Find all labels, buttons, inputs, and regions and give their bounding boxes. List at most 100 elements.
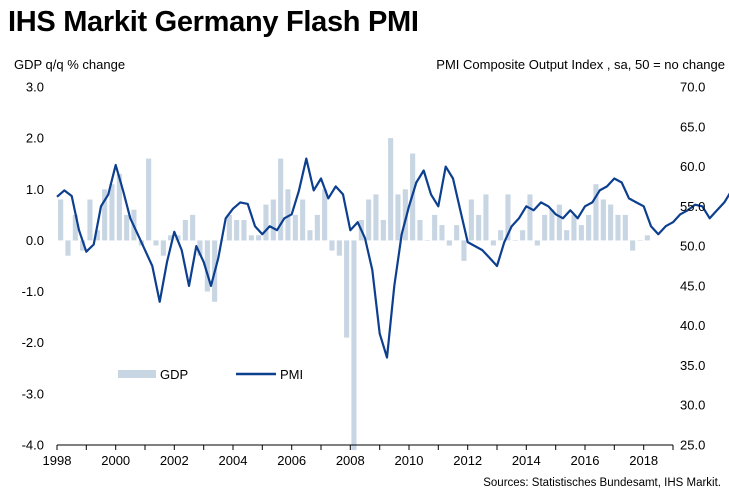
legend: GDP PMI	[118, 367, 303, 382]
pmi-line	[56, 157, 729, 359]
gdp-bar	[307, 230, 313, 241]
gdp-bar	[644, 235, 650, 241]
chart-title: IHS Markit Germany Flash PMI	[8, 6, 419, 38]
left-tick-label: -4.0	[22, 438, 44, 453]
gdp-bar	[256, 235, 262, 241]
right-tick-label: 40.0	[680, 318, 705, 333]
gdp-bar	[564, 230, 570, 241]
gdp-bar	[527, 194, 533, 241]
gdp-bar	[432, 214, 438, 241]
x-tick-label: 2010	[395, 453, 424, 468]
gdp-bar	[424, 240, 430, 241]
gdp-bar	[87, 199, 93, 241]
left-tick-label: -2.0	[22, 335, 44, 350]
right-tick-label: 30.0	[680, 398, 705, 413]
left-tick-label: 1.0	[26, 182, 44, 197]
gdp-bar	[490, 240, 496, 246]
gdp-bar	[314, 214, 320, 241]
gdp-bar	[512, 240, 518, 241]
gdp-bar	[439, 225, 445, 241]
gdp-bar	[630, 240, 636, 251]
left-axis-label: GDP q/q % change	[14, 57, 126, 72]
gdp-bar	[241, 220, 247, 241]
x-tick-label: 2008	[336, 453, 365, 468]
gdp-bar	[263, 204, 269, 241]
x-tick-label: 2014	[512, 453, 541, 468]
x-tick-label: 2016	[571, 453, 600, 468]
gdp-bar	[109, 184, 115, 241]
gdp-bar	[124, 214, 130, 241]
gdp-bar	[586, 214, 592, 241]
legend-gdp-swatch	[118, 370, 156, 378]
gdp-bar	[571, 214, 577, 241]
gdp-bar	[468, 199, 474, 241]
right-axis-label: PMI Composite Output Index , sa, 50 = no…	[436, 57, 725, 72]
gdp-bar	[593, 184, 599, 241]
gdp-bar	[534, 240, 540, 246]
gdp-bar	[578, 225, 584, 241]
right-tick-label: 50.0	[680, 239, 705, 254]
gdp-bar	[329, 240, 335, 251]
gdp-bar	[336, 240, 342, 256]
gdp-bar	[483, 194, 489, 241]
gdp-bar	[520, 230, 526, 241]
right-tick-label: 65.0	[680, 119, 705, 134]
right-tick-label: 35.0	[680, 358, 705, 373]
gdp-bar	[182, 220, 188, 241]
gdp-bar	[153, 240, 159, 246]
right-tick-label: 60.0	[680, 159, 705, 174]
gdp-bar	[395, 194, 401, 241]
gdp-bar	[146, 158, 152, 241]
gdp-bar	[461, 240, 467, 261]
gdp-bar	[322, 189, 328, 241]
gdp-bar	[388, 138, 394, 241]
gdp-bar	[175, 235, 181, 241]
x-tick-label: 2018	[629, 453, 658, 468]
gdp-bar	[615, 214, 621, 241]
pmi-series-line	[56, 157, 729, 359]
x-tick-label: 1998	[43, 453, 72, 468]
left-tick-label: -1.0	[22, 284, 44, 299]
gdp-bar	[446, 240, 452, 246]
gdp-bar	[190, 214, 196, 241]
gdp-bars	[58, 138, 650, 451]
gdp-bar	[505, 194, 511, 241]
gdp-bar	[278, 158, 284, 241]
gdp-bar	[197, 240, 203, 256]
gdp-bar	[72, 214, 78, 241]
gdp-bar	[160, 240, 166, 256]
gdp-bar	[270, 199, 276, 241]
left-tick-label: 3.0	[26, 80, 44, 95]
gdp-bar	[476, 214, 482, 241]
gdp-bar	[402, 189, 408, 241]
gdp-bar	[373, 194, 379, 241]
left-tick-label: 2.0	[26, 131, 44, 146]
axes: 3.0 2.0 1.0 0.0 -1.0 -2.0 -3.0 -4.0 70.0 65.0 60.0…	[22, 80, 706, 469]
x-tick-label: 2012	[453, 453, 482, 468]
source-note: Sources: Statistisches Bundesamt, IHS Ma…	[483, 477, 721, 489]
gdp-bar	[248, 235, 254, 241]
gdp-bar	[549, 209, 555, 241]
right-tick-label: 55.0	[680, 199, 705, 214]
right-tick-label: 70.0	[680, 80, 705, 95]
left-tick-label: -3.0	[22, 386, 44, 401]
gdp-bar	[454, 225, 460, 241]
gdp-bar	[234, 220, 240, 241]
gdp-bar	[542, 214, 548, 241]
gdp-bar	[380, 220, 386, 241]
gdp-bar	[94, 230, 100, 241]
left-tick-label: 0.0	[26, 233, 44, 248]
gdp-bar	[622, 214, 628, 241]
gdp-bar	[292, 214, 298, 241]
gdp-bar	[344, 240, 350, 338]
gdp-bar	[608, 204, 614, 241]
gdp-bar	[102, 189, 108, 241]
gdp-bar	[498, 230, 504, 241]
gdp-bar	[58, 199, 64, 241]
gdp-bar	[637, 240, 643, 241]
gdp-bar	[285, 189, 291, 241]
x-tick-label: 2002	[160, 453, 189, 468]
x-tick-label: 2006	[277, 453, 306, 468]
legend-pmi-label: PMI	[280, 367, 303, 382]
